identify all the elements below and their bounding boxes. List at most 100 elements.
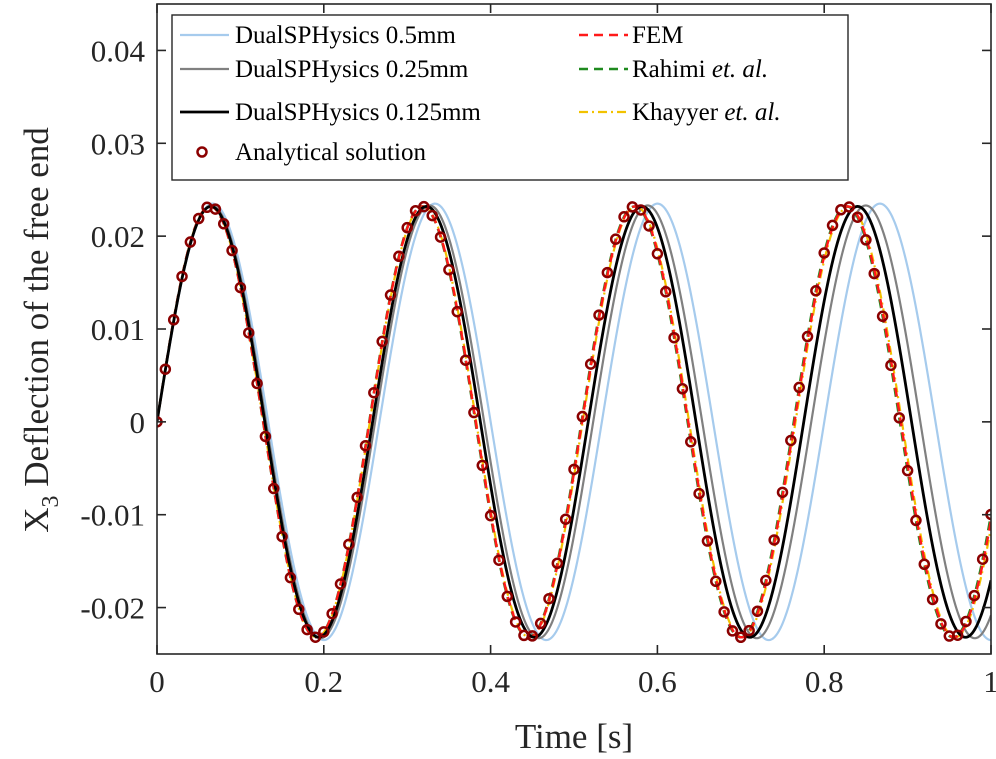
analytical-point <box>343 538 355 551</box>
analytical-point <box>401 221 413 234</box>
analytical-point <box>551 557 564 569</box>
y-tick-label: -0.01 <box>80 498 145 533</box>
analytical-point <box>159 363 172 375</box>
analytical-point <box>217 218 230 230</box>
analytical-point <box>810 285 822 297</box>
analytical-point <box>268 482 280 495</box>
x-tick-label: 0.8 <box>805 664 844 699</box>
analytical-point <box>910 514 922 527</box>
y-tick-label: 0.03 <box>91 126 145 161</box>
analytical-point <box>418 200 430 213</box>
y-axis-label-prefix: X <box>17 508 56 533</box>
analytical-point <box>584 358 597 370</box>
analytical-point <box>434 231 447 243</box>
analytical-point <box>493 554 505 566</box>
svg-text:Rahimi et. al.: Rahimi et. al. <box>632 56 768 83</box>
legend-item-4: Rahimi et. al. <box>579 56 768 83</box>
analytical-point <box>526 630 539 642</box>
y-tick-label: 0.04 <box>91 33 146 68</box>
analytical-point <box>851 211 864 223</box>
y-tick-label: 0.01 <box>91 312 145 347</box>
svg-text:Analytical solution: Analytical solution <box>235 139 426 166</box>
analytical-point <box>468 406 480 419</box>
analytical-point <box>718 606 730 618</box>
analytical-point <box>860 234 872 246</box>
analytical-point <box>284 571 297 584</box>
analytical-point <box>960 615 972 628</box>
y-axis-label-rest: Deflection of the free end <box>17 127 56 496</box>
analytical-point <box>534 617 547 630</box>
analytical-point <box>167 314 180 326</box>
analytical-point <box>634 204 647 216</box>
analytical-point <box>901 464 914 477</box>
analytical-point <box>735 631 747 644</box>
analytical-point <box>443 264 455 276</box>
y-tick-label: 0.02 <box>91 219 145 254</box>
analytical-point <box>593 309 605 321</box>
analytical-point <box>576 410 589 423</box>
analytical-point <box>334 578 347 590</box>
analytical-point <box>710 575 722 588</box>
analytical-point <box>301 623 313 636</box>
analytical-point <box>760 574 772 587</box>
analytical-point <box>326 607 338 620</box>
analytical-point <box>359 439 372 452</box>
legend: DualSPHysics 0.5mm DualSPHysics 0.25mm Dua… <box>171 14 849 181</box>
analytical-point <box>368 386 380 399</box>
analytical-point <box>376 335 388 348</box>
analytical-point <box>935 618 947 630</box>
legend-item-3: FEM <box>579 22 683 49</box>
analytical-point <box>601 266 614 279</box>
analytical-point <box>351 491 363 504</box>
analytical-point <box>726 625 739 637</box>
analytical-point <box>209 203 222 215</box>
analytical-point <box>426 209 438 222</box>
analytical-point <box>868 267 880 280</box>
analytical-point <box>484 509 497 522</box>
analytical-point <box>276 530 288 543</box>
analytical-point <box>743 624 755 637</box>
analytical-point <box>801 330 814 343</box>
legend-items: DualSPHysics 0.5mm DualSPHysics 0.25mm Dua… <box>180 22 781 166</box>
analytical-point <box>476 459 489 472</box>
analytical-point <box>184 236 197 248</box>
legend-item-0: DualSPHysics 0.5mm <box>180 22 456 49</box>
analytical-point <box>234 281 247 294</box>
analytical-point <box>318 626 330 638</box>
analytical-point <box>618 211 630 223</box>
legend-item-1: DualSPHysics 0.25mm <box>180 56 469 83</box>
svg-text:X3 Deflection of the free end: X3 Deflection of the free end <box>17 127 64 533</box>
analytical-point <box>251 377 263 390</box>
analytical-point <box>501 590 514 603</box>
y-axis-label: X3 Deflection of the free end <box>17 127 64 533</box>
analytical-point <box>559 513 572 525</box>
svg-text:DualSPHysics 0.125mm: DualSPHysics 0.125mm <box>235 99 481 126</box>
x-tick-label: 0 <box>149 664 165 699</box>
analytical-point <box>843 201 855 213</box>
y-axis-label-subscript: 3 <box>38 496 64 508</box>
analytical-point <box>701 535 714 547</box>
analytical-point <box>226 244 238 257</box>
analytical-point <box>659 286 672 298</box>
analytical-point <box>676 383 689 395</box>
analytical-point <box>459 354 472 366</box>
analytical-point <box>451 305 463 318</box>
analytical-point <box>693 487 705 500</box>
svg-text:Khayyer et. al.: Khayyer et. al. <box>632 99 781 126</box>
svg-text:DualSPHysics 0.25mm: DualSPHysics 0.25mm <box>235 56 469 83</box>
series-line-3 <box>157 205 991 639</box>
analytical-point <box>818 247 830 259</box>
x-tick-label: 0.6 <box>638 664 677 699</box>
analytical-point <box>793 381 805 394</box>
legend-item-2: DualSPHysics 0.125mm <box>180 99 481 126</box>
svg-text:DualSPHysics 0.5mm: DualSPHysics 0.5mm <box>235 22 456 49</box>
x-axis-label: Time [s] <box>515 717 633 756</box>
y-tick-label: 0 <box>130 405 146 440</box>
analytical-point <box>176 270 188 283</box>
x-tick-label: 0.2 <box>304 664 343 699</box>
svg-text:FEM: FEM <box>632 22 683 49</box>
legend-item-5: Khayyer et. al. <box>579 99 781 126</box>
legend-item-6: Analytical solution <box>196 139 426 166</box>
analytical-point <box>785 434 797 447</box>
